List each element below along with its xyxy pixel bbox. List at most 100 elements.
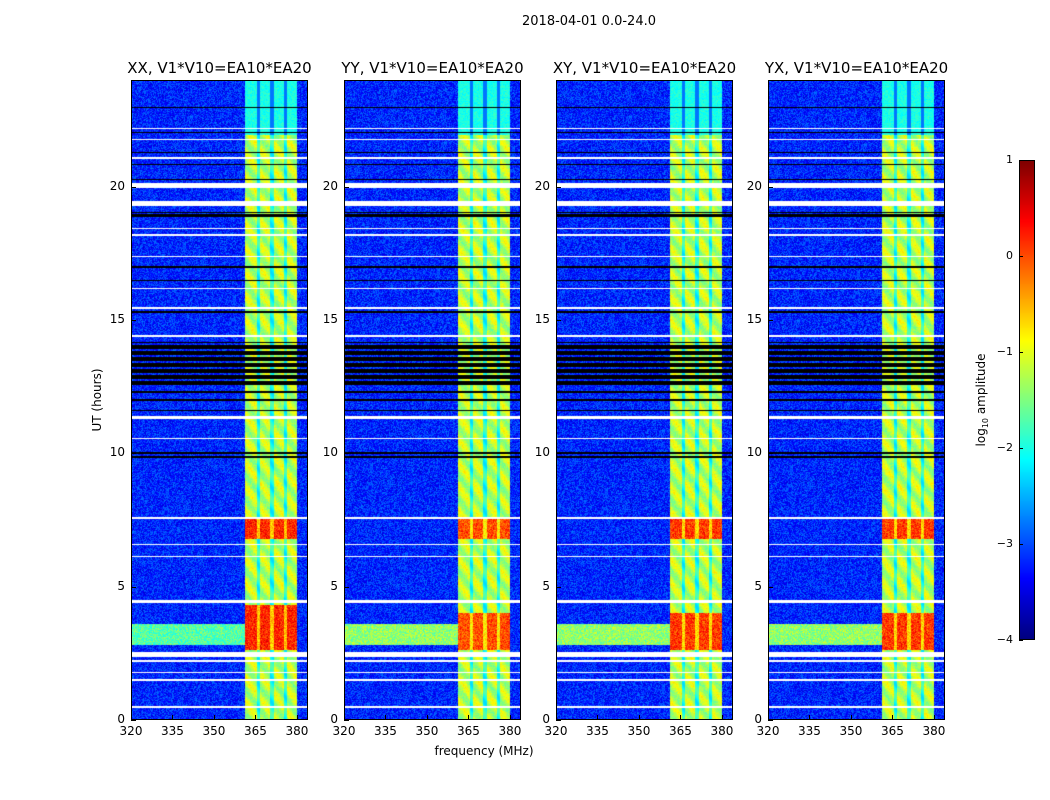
heatmap-cells [132, 81, 307, 719]
x-axis-label: frequency (MHz) [434, 744, 534, 758]
x-tick-mark [172, 715, 174, 720]
x-tick-mark [255, 715, 257, 720]
x-tick-label: 350 [627, 724, 651, 738]
x-tick-label: 380 [498, 724, 522, 738]
y-tick-mark [131, 720, 136, 721]
colorbar-tick-mark [1019, 256, 1023, 257]
y-tick-mark [344, 720, 349, 721]
x-tick-label: 350 [415, 724, 439, 738]
panel-title: XY, V1*V10=EA10*EA20 [552, 59, 737, 77]
x-tick-mark [468, 715, 470, 720]
y-tick-mark [556, 720, 561, 721]
y-tick-label: 20 [534, 178, 550, 193]
colorbar-label-sub: 10 [981, 417, 991, 429]
y-tick-mark [344, 186, 349, 188]
x-tick-mark [131, 715, 132, 720]
y-tick-label: 10 [534, 445, 550, 460]
y-tick-mark [131, 586, 136, 588]
heatmap-panel [344, 80, 521, 720]
y-tick-mark [768, 453, 773, 455]
x-tick-mark [426, 715, 428, 720]
y-tick-label: 20 [322, 178, 338, 193]
x-tick-mark [933, 715, 935, 720]
colorbar-tick-mark [1019, 640, 1023, 641]
y-tick-mark [344, 453, 349, 455]
colorbar-tick-label: −4 [996, 633, 1013, 646]
colorbar-label-rest: amplitude [973, 353, 988, 418]
heatmap-cells [769, 81, 944, 719]
x-tick-label: 350 [839, 724, 863, 738]
colorbar-tick-label: −1 [996, 345, 1013, 358]
y-tick-label: 15 [109, 312, 125, 326]
colorbar-tick-label: 1 [1006, 153, 1013, 166]
heatmap-panel [768, 80, 945, 720]
y-tick-label: 5 [330, 578, 338, 593]
x-tick-label: 335 [161, 724, 184, 738]
x-tick-mark [809, 715, 811, 720]
x-tick-label: 335 [798, 724, 821, 738]
y-tick-mark [556, 186, 561, 188]
y-tick-mark [556, 453, 561, 455]
panel-title: YX, V1*V10=EA10*EA20 [764, 59, 949, 77]
colorbar-label-main: log [973, 428, 988, 447]
x-tick-label: 335 [586, 724, 609, 738]
x-tick-label: 365 [669, 724, 692, 738]
x-tick-mark [509, 715, 511, 720]
x-tick-label: 380 [710, 724, 734, 738]
colorbar-tick-label: −3 [996, 537, 1013, 550]
colorbar-tick-mark [1019, 544, 1023, 545]
x-tick-label: 350 [202, 724, 226, 738]
y-tick-mark [344, 586, 349, 588]
y-tick-mark [556, 586, 561, 588]
y-tick-mark [768, 586, 773, 588]
x-tick-mark [721, 715, 723, 720]
y-tick-mark [768, 320, 773, 321]
x-tick-mark [850, 715, 852, 720]
x-tick-mark [597, 715, 599, 720]
y-tick-label: 0 [542, 712, 550, 726]
heatmap-panel [131, 80, 308, 720]
y-tick-label: 10 [109, 445, 125, 460]
colorbar-gradient [1020, 161, 1034, 639]
y-tick-mark [768, 720, 773, 721]
y-tick-mark [131, 453, 136, 455]
y-tick-label: 10 [322, 445, 338, 460]
x-tick-label: 320 [756, 724, 780, 738]
colorbar-tick-mark [1019, 352, 1023, 353]
x-tick-mark [385, 715, 387, 720]
y-tick-mark [131, 186, 136, 188]
y-tick-label: 15 [746, 312, 762, 326]
y-tick-label: 20 [109, 178, 125, 193]
y-tick-label: 10 [746, 445, 762, 460]
x-tick-mark [344, 715, 345, 720]
x-tick-label: 335 [374, 724, 397, 738]
y-tick-mark [344, 320, 349, 321]
x-tick-label: 365 [881, 724, 904, 738]
x-tick-label: 365 [244, 724, 267, 738]
y-tick-mark [131, 320, 136, 321]
y-tick-label: 20 [746, 178, 762, 193]
colorbar-tick-mark [1019, 448, 1023, 449]
y-tick-label: 0 [754, 712, 762, 726]
colorbar [1019, 160, 1035, 640]
colorbar-label: log10 amplitude [974, 354, 990, 447]
x-tick-label: 320 [332, 724, 356, 738]
y-tick-label: 5 [542, 578, 550, 593]
y-axis-label: UT (hours) [90, 368, 104, 432]
x-tick-mark [213, 715, 215, 720]
x-tick-mark [556, 715, 557, 720]
y-tick-label: 5 [754, 578, 762, 593]
y-tick-label: 5 [117, 578, 125, 593]
x-tick-mark [680, 715, 682, 720]
x-tick-mark [296, 715, 298, 720]
x-tick-label: 380 [285, 724, 309, 738]
colorbar-tick-mark [1019, 160, 1023, 161]
y-tick-label: 0 [117, 712, 125, 726]
panel-title: YY, V1*V10=EA10*EA20 [341, 59, 524, 77]
y-tick-label: 0 [330, 712, 338, 726]
x-tick-label: 365 [457, 724, 480, 738]
colorbar-tick-label: −2 [996, 441, 1013, 454]
y-tick-mark [768, 186, 773, 188]
heatmap-cells [557, 81, 732, 719]
x-tick-label: 320 [119, 724, 143, 738]
